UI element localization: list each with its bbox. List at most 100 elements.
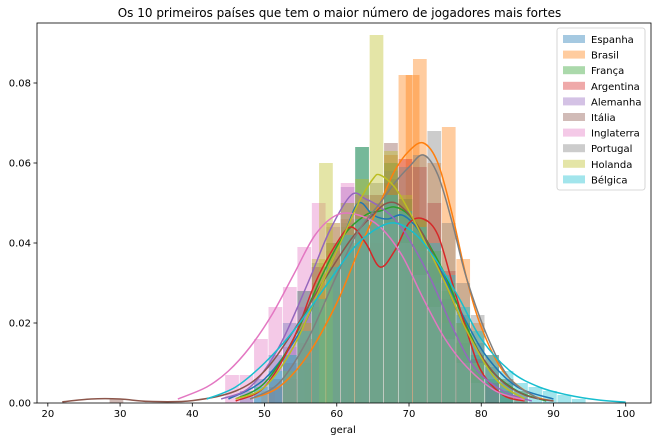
bar-4-7 [369,195,384,403]
bar-5-10 [398,199,413,403]
bar-9-6 [340,235,355,403]
bar-5-12 [427,251,442,403]
bar-6-15 [441,339,456,403]
bar-6-12 [398,243,413,403]
bar-6-13 [412,275,427,403]
bar-2-6 [355,147,369,403]
bar-4-14 [470,379,485,403]
x-axis: 20 30 40 50 60 70 80 90 100 [41,403,635,420]
bar-7-8 [412,155,427,403]
legend-label-0: Espanha [591,35,634,46]
bar-4-12 [441,323,456,403]
bar-1-4 [347,243,362,403]
bar-7-9 [427,131,442,403]
bar-7-4 [355,195,369,403]
bar-5-6 [340,219,355,403]
bar-1-5 [369,195,384,403]
bar-5-8 [369,203,384,403]
legend-label-2: França [591,66,624,77]
bar-9-8 [369,211,384,403]
legend-swatch-5 [563,113,585,121]
bar-6-6 [311,203,326,403]
bar-1-10 [427,163,442,403]
bar-5-7 [355,203,369,403]
bar-4-6 [355,195,369,403]
bar-9-21 [557,395,572,403]
bar-9-5 [326,267,341,403]
bar-9-2 [282,355,297,403]
bar-2-7 [369,219,384,403]
legend-swatch-3 [563,81,585,90]
bar-1-7 [398,75,413,403]
x-tick-label-5: 70 [403,409,416,420]
bar-8-5 [340,203,355,403]
bar-0-7 [340,203,355,403]
bar-6-16 [456,363,471,403]
legend-swatch-8 [563,159,585,168]
bar-8-14 [470,363,485,403]
bar-4-1 [282,347,297,403]
bar-0-13 [427,263,442,403]
bar-7-7 [398,167,413,403]
bar-7-10 [441,223,456,403]
legend: Espanha Brasil França Argentina Alemanha Itál… [556,27,646,191]
legend-swatch-0 [563,35,585,43]
bar-2-15 [485,379,499,403]
x-tick-label-6: 80 [475,409,488,420]
bar-0-6 [326,243,341,403]
y-tick-label-4: 0.08 [9,79,31,90]
bar-9-10 [398,211,413,403]
bar-7-2 [326,259,341,403]
bar-6-14 [427,307,442,403]
x-tick-label-8: 100 [616,409,635,420]
bar-7-0 [297,363,312,403]
legend-label-4: Alemanha [591,97,641,108]
bar-6-9 [355,195,369,403]
legend-swatch-7 [563,144,585,153]
bar-6-10 [369,211,384,403]
bar-7-6 [384,171,398,403]
bar-2-11 [427,251,442,403]
x-tick-label-0: 20 [41,409,54,420]
plot-frame [36,22,652,404]
kde-line-3 [235,217,525,402]
bar-5-14 [456,343,471,403]
x-tick-label-2: 40 [186,409,199,420]
bar-3-6 [369,243,384,403]
bar-7-5 [369,183,384,403]
bar-8-9 [398,195,413,403]
kde-line-9 [206,222,626,403]
legend-label-5: Itália [591,112,616,124]
y-tick-label-3: 0.06 [9,159,31,170]
bar-0-9 [369,223,384,403]
kde-line-6 [177,212,525,401]
bar-8-11 [427,251,442,403]
kde-line-8 [235,173,526,400]
kde-line-1 [249,141,554,402]
legend-label-1: Brasil [591,51,619,62]
bar-4-10 [412,251,427,403]
legend-label-6: Inglaterra [591,129,640,140]
bar-2-1 [282,355,297,403]
legend-swatch-1 [563,50,585,59]
legend-swatch-4 [563,97,585,106]
bar-6-11 [384,223,398,403]
bar-3-5 [355,203,369,403]
bar-9-3 [297,331,312,403]
bar-3-1 [297,343,312,403]
bar-9-11 [412,227,427,403]
bar-8-3 [319,163,333,403]
bar-5-0 [109,399,124,403]
legend-label-3: Argentina [591,82,640,93]
bar-8-7 [369,35,384,403]
bar-5-3 [297,323,312,403]
kde-curves [62,141,626,403]
y-axis: 0.00 0.02 0.04 0.06 0.08 [9,79,37,410]
x-tick-label-1: 30 [114,409,127,420]
x-tick-label-4: 60 [330,409,343,420]
bar-3-7 [384,183,398,403]
y-tick-label-1: 0.02 [9,319,31,330]
y-tick-label-2: 0.04 [9,239,31,250]
legend-swatch-2 [563,66,585,75]
